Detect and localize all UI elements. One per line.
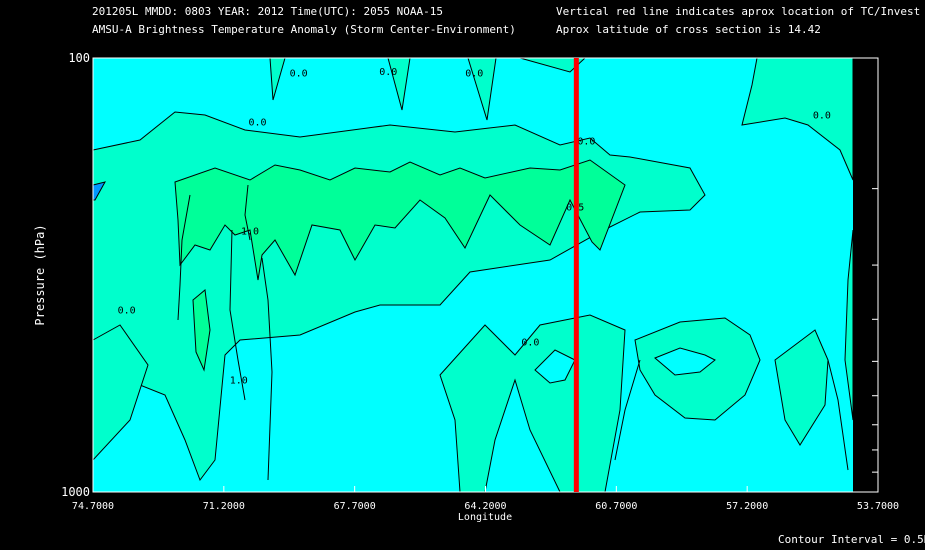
header-line1-left: 201205L MMDD: 0803 YEAR: 2012 Time(UTC):… xyxy=(92,5,443,18)
x-tick-label-1: 74.7000 xyxy=(72,501,114,512)
contour-label-6: 0.0 xyxy=(858,357,876,368)
y-axis: 100 1000 xyxy=(61,51,878,499)
contour-line-6 xyxy=(827,359,849,471)
y-axis-label: Pressure (hPa) xyxy=(33,224,47,325)
x-tick-label-6: 57.2000 xyxy=(726,501,768,512)
contour-line-1 xyxy=(177,194,191,321)
contour-line-2 xyxy=(244,184,251,241)
contour-label-5: 0.0 xyxy=(521,337,539,348)
zone-0-far-right xyxy=(774,329,829,446)
plot-area xyxy=(92,57,878,493)
contour-label-12: 1.0 xyxy=(230,375,248,386)
zone-base-hole-b xyxy=(654,347,716,376)
x-axis: 74.7000 71.2000 67.7000 64.2000 60.7000 57.20… xyxy=(72,486,899,512)
contour-interval-note: Contour Interval = 0.5K xyxy=(778,533,925,546)
contour-label-8: 0.0 xyxy=(379,67,397,78)
contour-label-2: 0.0 xyxy=(248,117,266,128)
zone-base-hole-a xyxy=(534,349,576,384)
contour-label-7: 0.0 xyxy=(465,69,483,80)
contour-lines xyxy=(177,184,849,481)
x-tick-label-2: 71.2000 xyxy=(203,501,245,512)
contour-line-5 xyxy=(614,359,641,461)
contour-label-4: 0.0 xyxy=(813,111,831,122)
contour-labels: 0.00.00.00.00.00.00.00.00.00.51.01.0 xyxy=(118,67,876,387)
x-tick-label-7: 53.7000 xyxy=(857,501,899,512)
contour-label-9: 0.0 xyxy=(290,69,308,80)
zone-0-5-core xyxy=(174,159,626,281)
storm-marker xyxy=(573,58,579,492)
y-tick-label-2: 1000 xyxy=(61,485,90,499)
header-line2-left: AMSU-A Brightness Temperature Anomaly (S… xyxy=(92,23,516,36)
storm-location-line xyxy=(573,58,579,492)
contour-label-3: 0.0 xyxy=(118,306,136,317)
x-tick-label-4: 64.2000 xyxy=(464,501,506,512)
contour-label-11: 1.0 xyxy=(241,227,259,238)
zone-0-5-dip xyxy=(192,289,211,372)
y-tick-label-1: 100 xyxy=(68,51,90,65)
x-tick-label-5: 60.7000 xyxy=(595,501,637,512)
contour-line-3 xyxy=(261,257,273,481)
x-axis-label: Longitude xyxy=(458,512,512,523)
contour-label-1: 0.0 xyxy=(577,137,595,148)
contour-line-4 xyxy=(229,229,246,401)
header-line2-right: Aprox latitude of cross section is 14.42 xyxy=(556,23,821,36)
x-tick-label-3: 67.7000 xyxy=(334,501,376,512)
header-line1-right: Vertical red line indicates aprox locati… xyxy=(556,5,921,18)
missing-data-strip xyxy=(853,58,878,492)
